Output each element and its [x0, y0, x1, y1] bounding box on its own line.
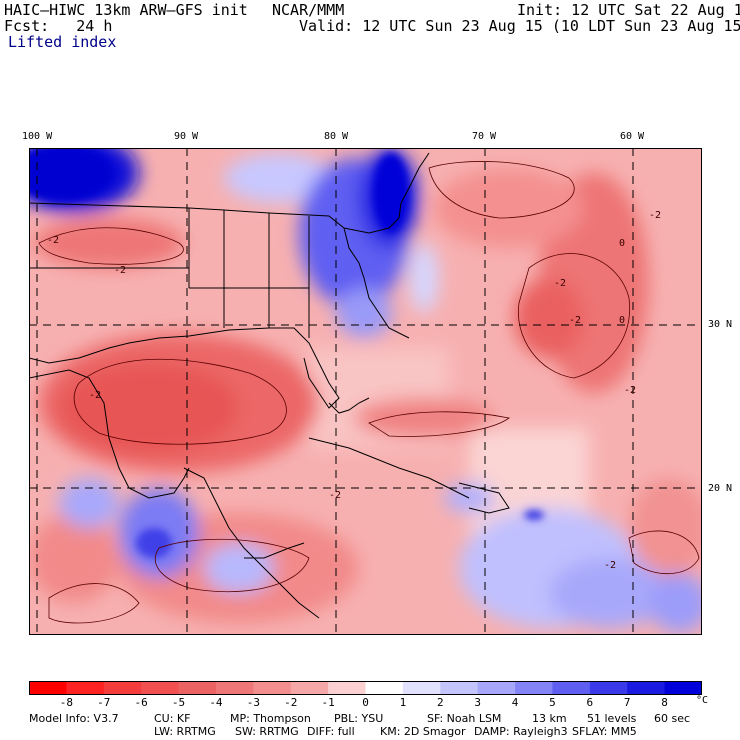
colorbar-swatch — [290, 681, 329, 695]
lon-label-60w: 60 W — [620, 131, 645, 142]
contour-label: -2 — [604, 560, 616, 571]
colorbar-frame — [29, 681, 702, 695]
footer-item: PBL: YSU — [334, 712, 384, 725]
colorbar-swatch — [664, 681, 702, 695]
init-time: Init: 12 UTC Sat 22 Aug 15 — [517, 1, 740, 19]
colorbar-swatch — [253, 681, 292, 695]
colorbar-tick-label: 4 — [511, 696, 519, 709]
footer-item: SF: Noah LSM — [427, 712, 502, 725]
colorbar-swatch — [440, 681, 479, 695]
colorbar-tick-label: 6 — [586, 696, 594, 709]
lat-label-20n: 20 N — [708, 483, 733, 494]
colorbar-swatch — [29, 681, 67, 695]
forecast-hour: Fcst: 24 h — [4, 17, 113, 35]
colorbar-tick-label: -2 — [284, 696, 298, 709]
graticule — [29, 148, 702, 635]
contour-label: -2 — [569, 315, 581, 326]
colorbar-swatch — [328, 681, 366, 695]
colorbar-tick-label: -8 — [59, 696, 73, 709]
colorbar-swatch — [215, 681, 254, 695]
colorbar-tick-label: -5 — [171, 696, 186, 709]
lon-label-70w: 70 W — [472, 131, 497, 142]
footer-item: DAMP: Rayleigh3 — [474, 725, 568, 738]
colorbar-swatch — [515, 681, 553, 695]
contour-label: 0 — [619, 238, 625, 249]
colorbar-swatch — [141, 681, 180, 695]
contour-label: -2 — [624, 385, 636, 396]
valid-time: Valid: 12 UTC Sun 23 Aug 15 (10 LDT Sun … — [299, 17, 740, 35]
model-title: HAIC–HIWC 13km ARW–GFS init — [4, 1, 248, 19]
colorbar-unit: °C — [696, 695, 709, 706]
colorbar-tick-label: 3 — [474, 696, 481, 709]
contour-label: 0 — [619, 315, 625, 326]
colorbar-swatch — [627, 681, 666, 695]
footer-item: Model Info: V3.7 — [29, 712, 119, 725]
colorbar-swatch — [365, 681, 404, 695]
lon-label-90w: 90 W — [174, 131, 199, 142]
footer-item: 60 sec — [654, 712, 691, 725]
contour-label: -2 — [47, 235, 59, 246]
colorbar-swatch — [477, 681, 516, 695]
colorbar-tick-label: -3 — [246, 696, 260, 709]
colorbar-swatch — [103, 681, 142, 695]
footer-item: DIFF: full — [307, 725, 355, 738]
colorbar-tick-label: -4 — [209, 696, 223, 709]
map-frame — [29, 148, 702, 635]
contour-label: -2 — [554, 278, 566, 289]
colorbar-tick-label: 7 — [623, 696, 631, 709]
footer-item: SFLAY: MM5 — [572, 725, 637, 738]
colorbar-tick-label: -7 — [97, 696, 111, 709]
contour-label: -2 — [89, 390, 101, 401]
colorbar-swatch — [402, 681, 441, 695]
colorbar-tick-label: 2 — [436, 696, 444, 709]
contour-label: -2 — [114, 265, 126, 276]
colorbar-swatch — [589, 681, 628, 695]
colorbar-tick-label: 5 — [549, 696, 556, 709]
contour-label: -2 — [649, 210, 661, 221]
footer-item: 13 km — [532, 712, 567, 725]
footer-item: MP: Thompson — [230, 712, 311, 725]
colorbar-tick-label: -6 — [134, 696, 148, 709]
colorbar-tick-label: 0 — [362, 696, 369, 709]
colorbar-swatch — [552, 681, 591, 695]
organization-label: NCAR/MMM — [272, 1, 345, 19]
footer-item: KM: 2D Smagor — [380, 725, 466, 738]
lifted-index-map: -2 -2 -2 -2 -2 -2 -2 0 0 -2 -2 — [29, 148, 702, 635]
footer-item: SW: RRTMG — [235, 725, 299, 738]
footer-item: LW: RRTMG — [154, 725, 216, 738]
colorbar-tick-label: 8 — [661, 696, 668, 709]
field-name: Lifted index — [8, 33, 117, 51]
colorbar-swatch — [178, 681, 217, 695]
colorbar — [29, 681, 702, 695]
lon-label-80w: 80 W — [324, 131, 349, 142]
contour-lines — [38, 161, 700, 624]
colorbar-swatch — [66, 681, 105, 695]
contour-label: -2 — [329, 490, 341, 501]
coastlines — [29, 152, 510, 619]
colorbar-tick-label: 1 — [399, 696, 407, 709]
footer-item: CU: KF — [154, 712, 191, 725]
lon-label-100w: 100 W — [22, 131, 53, 142]
footer-item: 51 levels — [587, 712, 637, 725]
colorbar-tick-label: -1 — [321, 696, 335, 709]
lat-label-30n: 30 N — [708, 319, 733, 330]
